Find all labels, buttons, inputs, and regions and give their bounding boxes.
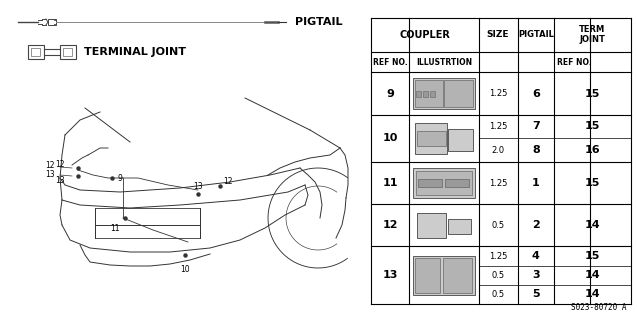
Text: 12: 12: [223, 177, 233, 186]
Text: 0.5: 0.5: [492, 290, 505, 299]
Text: 11: 11: [382, 178, 397, 188]
Text: REF NO.: REF NO.: [373, 58, 407, 67]
Text: 3: 3: [532, 270, 540, 280]
Text: PIGTAIL: PIGTAIL: [295, 17, 343, 27]
Text: 10: 10: [382, 133, 397, 143]
Bar: [95, 208, 200, 238]
Text: 1: 1: [532, 178, 540, 188]
Bar: [413, 78, 475, 109]
Text: 10: 10: [180, 265, 190, 274]
Bar: [31, 48, 40, 56]
Text: 1.25: 1.25: [489, 179, 507, 188]
Bar: [443, 258, 472, 293]
Bar: [419, 179, 442, 187]
Bar: [416, 171, 471, 195]
Text: 14: 14: [585, 220, 600, 230]
Text: 15: 15: [585, 178, 600, 188]
Bar: [448, 219, 471, 234]
Text: 0.5: 0.5: [492, 221, 505, 230]
Bar: [448, 129, 473, 151]
Bar: [423, 91, 428, 97]
Text: ILLUSTRTION: ILLUSTRTION: [416, 58, 472, 67]
Text: 8: 8: [532, 145, 540, 155]
Text: 5: 5: [532, 290, 540, 300]
Text: S023-80720 A: S023-80720 A: [571, 303, 627, 312]
Text: 11: 11: [110, 223, 120, 233]
Text: 15: 15: [585, 89, 600, 99]
Text: 1.25: 1.25: [489, 122, 507, 131]
Bar: [60, 45, 76, 59]
Text: 2.0: 2.0: [492, 146, 505, 155]
Text: 7: 7: [532, 122, 540, 132]
Bar: [415, 123, 447, 154]
Text: PIGTAIL: PIGTAIL: [518, 30, 554, 39]
Text: REF NO.: REF NO.: [557, 58, 592, 67]
Text: TERM
JOINT: TERM JOINT: [579, 26, 605, 44]
Text: SIZE: SIZE: [487, 30, 510, 39]
Text: 12: 12: [55, 159, 65, 169]
Text: 13: 13: [45, 170, 55, 179]
Bar: [417, 131, 446, 146]
Text: 13: 13: [193, 181, 203, 190]
Bar: [415, 258, 440, 293]
Text: 15: 15: [585, 251, 600, 261]
Bar: [430, 91, 435, 97]
Bar: [413, 168, 475, 198]
Text: 12: 12: [382, 220, 397, 230]
Text: 13: 13: [382, 270, 397, 280]
Text: TERMINAL JOINT: TERMINAL JOINT: [84, 47, 186, 57]
Text: 1.25: 1.25: [489, 252, 507, 260]
Bar: [415, 80, 443, 107]
Text: 2: 2: [532, 220, 540, 230]
Bar: [28, 45, 44, 59]
Text: 13: 13: [55, 175, 65, 185]
Bar: [445, 179, 469, 187]
Text: 1.25: 1.25: [489, 89, 507, 98]
Text: 14: 14: [585, 290, 600, 300]
Bar: [416, 91, 421, 97]
Text: 4: 4: [532, 251, 540, 261]
Bar: [417, 213, 446, 238]
Text: 16: 16: [585, 145, 600, 155]
Text: 9: 9: [118, 173, 122, 182]
Text: 6: 6: [532, 89, 540, 99]
Bar: [444, 80, 473, 107]
Bar: [63, 48, 72, 56]
Text: 0.5: 0.5: [492, 271, 505, 280]
Bar: [48, 19, 56, 25]
Text: COUPLER: COUPLER: [399, 30, 450, 40]
Text: 12: 12: [45, 161, 55, 170]
Bar: [413, 256, 475, 295]
Text: 9: 9: [386, 89, 394, 99]
Text: 14: 14: [585, 270, 600, 280]
Text: 15: 15: [585, 122, 600, 132]
